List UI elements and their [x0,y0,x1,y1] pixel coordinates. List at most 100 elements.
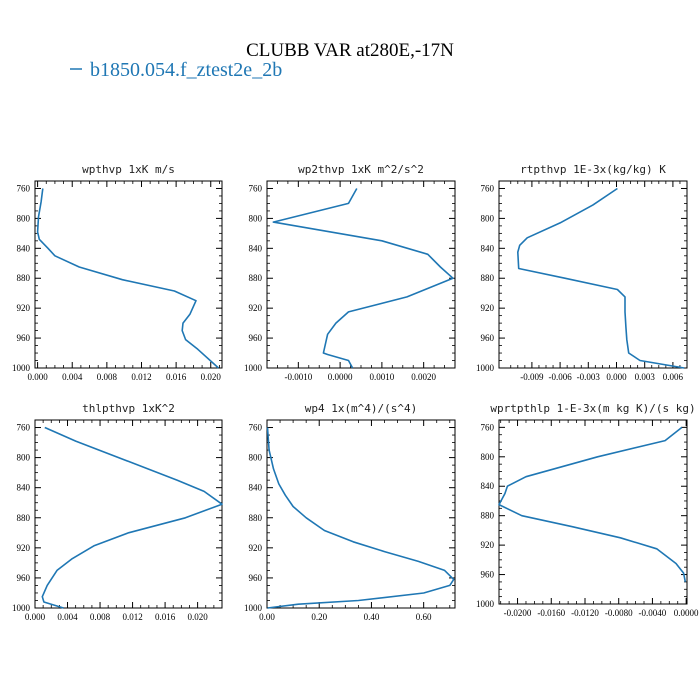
y-tick-label: 800 [481,452,495,462]
x-tick-label: 0.0000 [328,372,353,382]
plot-frame [34,419,223,609]
chart-panel-4: thlpthvp 1xK^276080084088092096010000.00… [12,402,223,622]
y-tick-label: 760 [481,183,495,193]
y-tick-label: 880 [249,273,263,283]
y-tick-label: 760 [249,183,263,193]
y-tick-label: 960 [17,333,31,343]
y-tick-label: 760 [17,423,31,433]
y-tick-label: 840 [481,481,495,491]
x-tick-label: 0.60 [416,612,432,622]
y-tick-label: 760 [17,183,31,193]
y-tick-label: 800 [17,213,31,223]
panel-title: thlpthvp 1xK^2 [82,402,175,415]
y-tick-label: 920 [17,543,31,553]
y-tick-label: 880 [481,511,495,521]
x-tick-label: 0.004 [57,612,78,622]
x-tick-label: 0.000 [606,372,627,382]
x-tick-label: 0.00 [259,612,275,622]
series-line [41,426,223,609]
plot-frame [34,180,223,369]
chart-panel-6: wprtpthlp 1-E-3x(m kg K)/(s kg) 760 800 840… [476,402,699,618]
y-tick-label: 760 [249,423,263,433]
chart-panels: wpthvp 1xK m/s76080084088092096010000.00… [12,163,699,622]
x-tick-label: 0.008 [90,612,111,622]
y-tick-label: 960 [249,333,263,343]
y-tick-label: 880 [17,273,31,283]
x-tick-label: 0.020 [187,612,208,622]
y-tick-label: 840 [17,483,31,493]
y-tick-label: 920 [481,303,495,313]
x-tick-label: -0.0040 [639,608,667,618]
y-tick-label: 840 [249,243,263,253]
panel-title: wp2thvp 1xK m^2/s^2 [298,163,424,176]
x-tick-label: 0.0000 [674,608,699,618]
x-tick-label: -0.0080 [605,608,633,618]
plot-frame [266,419,456,609]
y-tick-label: 800 [249,213,263,223]
x-tick-label: -0.0160 [537,608,565,618]
legend-label: b1850.054.f_ztest2e_2b [90,59,282,81]
y-tick-label: 880 [249,513,263,523]
series-line [272,188,454,369]
y-tick-label: 960 [481,333,495,343]
y-tick-label: 1000 [12,363,31,373]
x-tick-label: 0.000 [25,612,46,622]
x-tick-label: 0.003 [635,372,656,382]
panel-title: wprtpthlp 1-E-3x(m kg K)/(s kg) [490,402,695,415]
y-tick-label: 920 [481,540,495,550]
x-tick-label: 0.0010 [370,372,395,382]
x-tick-label: 0.012 [131,372,151,382]
plot-frame [266,180,456,369]
y-tick-label: 760 [481,422,495,432]
plot-frame [498,419,688,605]
x-tick-label: 0.40 [364,612,380,622]
x-tick-label: 0.008 [97,372,118,382]
figure-title: CLUBB VAR at280E,-17N [246,40,454,61]
y-tick-label: 960 [17,573,31,583]
y-tick-label: 920 [249,543,263,553]
chart-panel-3: rtpthvp 1E-3x(kg/kg) K 760 800 840 880 920 960… [476,163,688,382]
y-tick-label: 800 [249,453,263,463]
y-tick-label: 840 [249,483,263,493]
panel-title: rtpthvp 1E-3x(kg/kg) K [520,163,666,176]
x-tick-label: -0.0120 [571,608,599,618]
series-line [36,188,220,369]
x-tick-label: 0.016 [155,612,176,622]
x-tick-label: -0.0010 [284,372,312,382]
x-tick-label: 0.006 [663,372,684,382]
figure-legend: b1850.054.f_ztest2e_2b [70,59,282,81]
series-line [266,427,455,609]
x-tick-label: 0.012 [122,612,142,622]
y-tick-label: 880 [17,513,31,523]
x-tick-label: 0.016 [166,372,187,382]
chart-panel-2: wp2thvp 1xK m^2/s^2 760 800 840 880 920 960 100… [244,163,456,382]
chart-panel-5: wp4 1x(m^4)/(s^4)76080084088092096010000… [244,402,456,622]
y-tick-label: 1000 [244,603,263,613]
x-tick-label: 0.0020 [411,372,436,382]
y-tick-label: 960 [249,573,263,583]
y-tick-label: 1000 [244,363,263,373]
y-tick-label: 880 [481,273,495,283]
x-tick-label: 0.004 [62,372,83,382]
y-tick-label: 920 [249,303,263,313]
chart-panel-1: wpthvp 1xK m/s 760 800 840 880 920 960 1000 0.00… [12,163,223,382]
y-tick-label: 800 [17,453,31,463]
y-tick-label: 920 [17,303,31,313]
x-tick-label: -0.003 [577,372,601,382]
series-line [498,426,687,583]
y-tick-label: 1000 [12,603,31,613]
x-tick-label: 0.20 [311,612,327,622]
panel-title: wpthvp 1xK m/s [82,163,175,176]
plot-frame [498,180,688,369]
panel-title: wp4 1x(m^4)/(s^4) [305,402,418,415]
y-tick-label: 1000 [476,363,495,373]
y-tick-label: 840 [17,243,31,253]
x-tick-label: 0.020 [201,372,222,382]
y-tick-label: 960 [481,570,495,580]
y-tick-label: 840 [481,243,495,253]
y-tick-label: 800 [481,213,495,223]
x-tick-label: -0.006 [548,372,572,382]
x-tick-label: -0.009 [520,372,544,382]
y-tick-label: 1000 [476,599,495,609]
